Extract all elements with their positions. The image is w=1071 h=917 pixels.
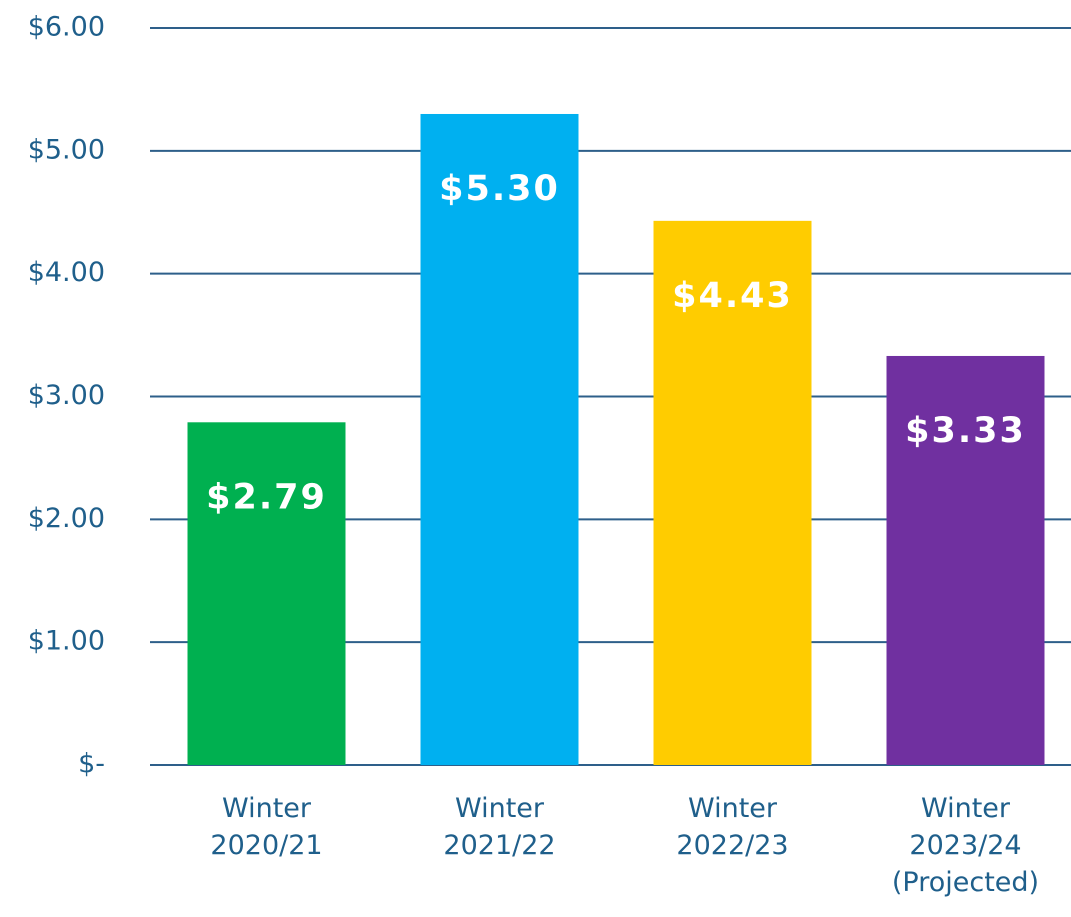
y-tick-label: $5.00 <box>28 134 105 165</box>
y-tick-label: $1.00 <box>28 626 105 657</box>
y-tick-label: $6.00 <box>28 12 105 43</box>
y-tick-label: $3.00 <box>28 380 105 411</box>
bar <box>187 422 346 765</box>
bar <box>886 355 1045 765</box>
x-tick-label: Winter 2023/24 (Projected) <box>891 793 1040 898</box>
bar <box>420 113 579 765</box>
x-tick-label: Winter 2020/21 <box>210 793 323 861</box>
x-tick-label: Winter 2021/22 <box>443 793 556 861</box>
data-label: $5.30 <box>439 169 560 209</box>
y-tick-label: $- <box>78 749 105 780</box>
data-label: $2.79 <box>206 477 327 517</box>
y-tick-label: $4.00 <box>28 257 105 288</box>
data-label: $4.43 <box>672 276 793 316</box>
y-tick-label: $2.00 <box>28 503 105 534</box>
data-label: $3.33 <box>905 411 1026 451</box>
bar <box>653 220 812 765</box>
x-tick-label: Winter 2022/23 <box>676 793 789 861</box>
